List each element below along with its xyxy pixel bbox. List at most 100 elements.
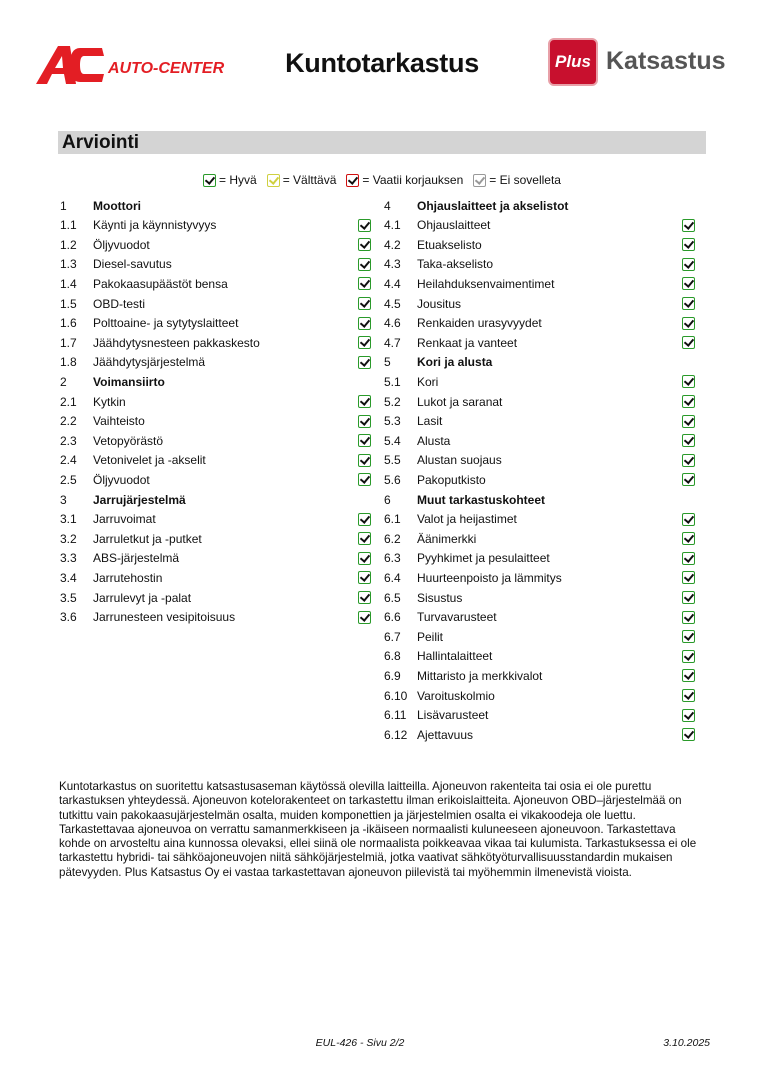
status-checkbox-icon xyxy=(358,336,371,350)
section-header: Arviointi xyxy=(58,131,706,154)
checklist-row: 3.2 Jarruletkut ja -putket xyxy=(60,529,380,548)
item-label: Muut tarkastuskohteet xyxy=(417,492,546,507)
item-label: Hallintalaitteet xyxy=(417,649,493,664)
checklist-row: 6.9 Mittaristo ja merkkivalot xyxy=(384,666,704,685)
status-checkbox-icon xyxy=(682,532,695,546)
item-number: 5.4 xyxy=(384,433,401,448)
item-number: 3.5 xyxy=(60,590,77,605)
item-number: 5.6 xyxy=(384,472,401,487)
item-label: Jäähdytysjärjestelmä xyxy=(93,355,206,370)
status-checkbox-icon xyxy=(682,708,695,722)
item-label: Vaihteisto xyxy=(93,414,145,429)
item-label: Sisustus xyxy=(417,590,463,605)
checklist-row: 2.3 Vetopyörästö xyxy=(60,431,380,450)
item-number: 6.7 xyxy=(384,629,401,644)
item-label: Valot ja heijastimet xyxy=(417,512,517,527)
checklist-row: 6.6 Turvavarusteet xyxy=(384,608,704,627)
status-checkbox-icon xyxy=(682,551,695,565)
item-number: 1.6 xyxy=(60,316,77,331)
legend-label: = Vaatii korjauksen xyxy=(362,173,464,187)
status-checkbox-icon xyxy=(358,277,371,291)
item-number: 3.2 xyxy=(60,531,77,546)
item-label: Mittaristo ja merkkivalot xyxy=(417,668,543,683)
item-label: Jarrulevyt ja -palat xyxy=(93,590,192,605)
item-number: 3.6 xyxy=(60,610,77,625)
item-number: 6.8 xyxy=(384,649,401,664)
status-checkbox-icon xyxy=(682,336,695,350)
status-checkbox-icon xyxy=(358,355,371,369)
katsastus-logo-text: Katsastus xyxy=(606,47,726,75)
legend-not-applicable: = Ei sovelleta xyxy=(473,173,561,187)
page-title: Kuntotarkastus xyxy=(285,48,479,78)
category-heading: 3 Jarrujärjestelmä xyxy=(60,490,380,509)
checklist-row: 1.7 Jäähdytysnesteen pakkaskesto xyxy=(60,333,380,352)
checklist-row: 4.6 Renkaiden urasyvyydet xyxy=(384,314,704,333)
item-label: Pakoputkisto xyxy=(417,472,486,487)
item-label: Käynti ja käynnistyvyys xyxy=(93,218,217,233)
status-checkbox-icon xyxy=(682,277,695,291)
item-number: 1 xyxy=(60,198,67,213)
item-number: 6.10 xyxy=(384,688,408,703)
item-label: Äänimerkki xyxy=(417,531,477,546)
checklist-row: 5.4 Alusta xyxy=(384,431,704,450)
item-number: 3.3 xyxy=(60,551,77,566)
checklist-row: 5.1 Kori xyxy=(384,372,704,391)
item-label: Kori ja alusta xyxy=(417,355,493,370)
checklist-row: 5.5 Alustan suojaus xyxy=(384,451,704,470)
legend-good: = Hyvä xyxy=(203,173,257,187)
legend-needs-repair: = Vaatii korjauksen xyxy=(346,173,463,187)
item-number: 5.2 xyxy=(384,394,401,409)
item-label: Jarruletkut ja -putket xyxy=(93,531,202,546)
item-number: 1.8 xyxy=(60,355,77,370)
item-number: 1.2 xyxy=(60,237,77,252)
status-checkbox-icon xyxy=(358,591,371,604)
item-number: 5 xyxy=(384,355,391,370)
item-label: Ohjauslaitteet xyxy=(417,218,491,233)
item-number: 4.4 xyxy=(384,276,401,291)
item-number: 6.12 xyxy=(384,727,408,742)
status-checkbox-icon xyxy=(682,689,695,702)
footer-page: EUL-426 - Sivu 2/2 xyxy=(315,1037,405,1049)
legend: = Hyvä = Välttävä = Vaatii korjauksen = … xyxy=(0,173,764,187)
item-label: Alustan suojaus xyxy=(417,453,502,468)
item-number: 5.5 xyxy=(384,453,401,468)
item-label: Huurteenpoisto ja lämmitys xyxy=(417,570,562,585)
item-number: 4.5 xyxy=(384,296,401,311)
legend-fair: = Välttävä xyxy=(266,173,337,187)
category-heading: 2 Voimansiirto xyxy=(60,372,380,391)
category-heading: 6 Muut tarkastuskohteet xyxy=(384,490,704,509)
status-checkbox-icon xyxy=(682,218,695,232)
status-checkbox-icon xyxy=(358,238,371,252)
status-checkbox-icon xyxy=(358,395,371,408)
svg-text:AUTO-CENTER: AUTO-CENTER xyxy=(107,60,225,77)
checklist-row: 6.2 Äänimerkki xyxy=(384,529,704,548)
checklist-row: 3.1 Jarruvoimat xyxy=(60,510,380,529)
item-number: 6 xyxy=(384,492,391,507)
status-checkbox-icon xyxy=(358,551,371,565)
checklist-row: 3.3 ABS-järjestelmä xyxy=(60,549,380,568)
checklist-row: 6.3 Pyyhkimet ja pesulaitteet xyxy=(384,549,704,568)
checklist-row: 3.4 Jarrutehostin xyxy=(60,568,380,587)
checklist-row: 6.7 Peilit xyxy=(384,627,704,646)
item-number: 6.2 xyxy=(384,531,401,546)
item-number: 4.2 xyxy=(384,237,401,252)
item-number: 3.4 xyxy=(60,570,77,585)
item-label: Diesel-savutus xyxy=(93,257,172,272)
status-checkbox-icon xyxy=(682,297,695,310)
item-number: 5.3 xyxy=(384,414,401,429)
item-number: 5.1 xyxy=(384,374,401,389)
checklist-row: 1.6 Polttoaine- ja sytytyslaitteet xyxy=(60,314,380,333)
checklist-row: 1.3 Diesel-savutus xyxy=(60,255,380,274)
status-checkbox-icon xyxy=(358,414,371,428)
category-heading: 5 Kori ja alusta xyxy=(384,353,704,372)
item-label: Heilahduksenvaimentimet xyxy=(417,276,555,291)
checklist-row: 6.8 Hallintalaitteet xyxy=(384,647,704,666)
item-number: 1.3 xyxy=(60,257,77,272)
item-label: Öljyvuodot xyxy=(93,237,150,252)
checklist-row: 5.3 Lasit xyxy=(384,412,704,431)
item-number: 4.3 xyxy=(384,257,401,272)
checklist-row: 6.1 Valot ja heijastimet xyxy=(384,510,704,529)
status-checkbox-icon xyxy=(682,610,695,624)
status-checkbox-icon xyxy=(358,512,371,526)
legend-label: = Välttävä xyxy=(282,173,337,187)
